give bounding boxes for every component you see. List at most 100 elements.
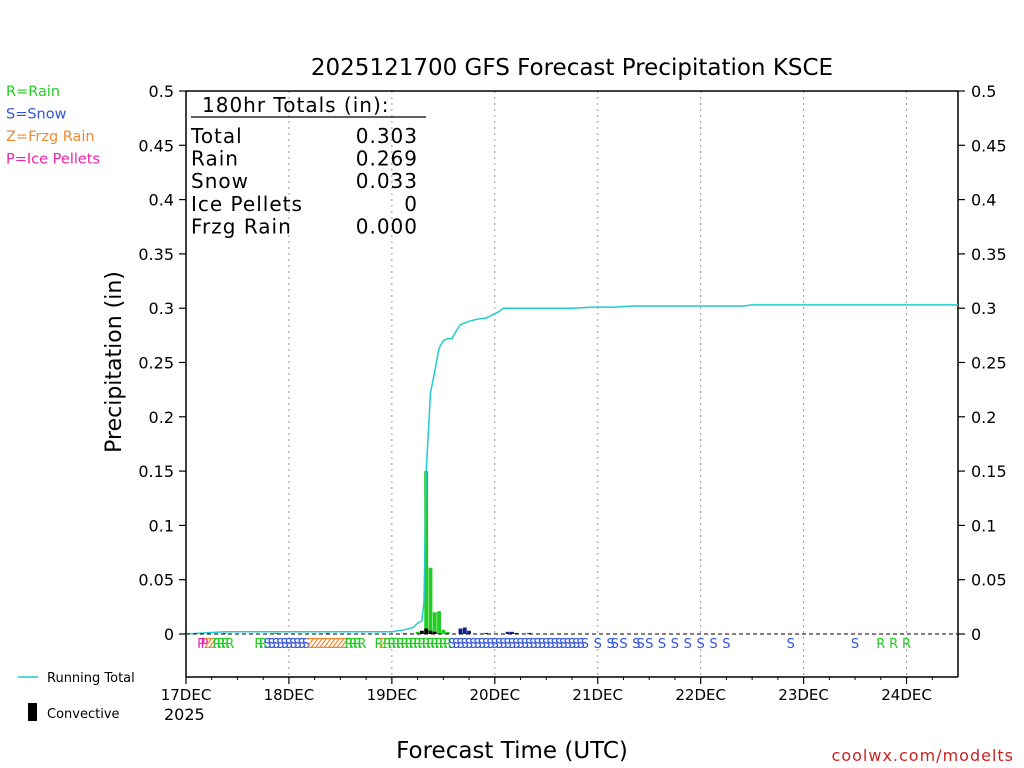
precip-type-code: S (263, 637, 271, 652)
precip-type-code: R (396, 637, 405, 652)
y-tick-label-left: 0.25 (138, 354, 174, 373)
precip-type-code: R (225, 637, 234, 652)
y-axis-left-ticks: 0 0.05 0.1 0.15 0.2 0.25 0.3 0.35 0.4 0.45 0.5 (138, 82, 186, 644)
convective-legend-swatch (28, 703, 37, 721)
precip-type-code: S (293, 637, 301, 652)
precip-type-code: S (684, 637, 692, 652)
y-tick-label-right: 0.25 (971, 354, 1007, 373)
y-tick-label-left: 0.5 (149, 82, 174, 101)
precip-type-code: R (374, 637, 383, 652)
totals-row-value: 0 (404, 192, 418, 216)
precip-type-code: S (559, 637, 567, 652)
convective-bar (428, 630, 433, 634)
precip-type-code: S (499, 637, 507, 652)
y-tick-label-left: 0.4 (149, 191, 174, 210)
x-tick-label: 24DEC (881, 686, 932, 704)
precip-type-code: S (504, 637, 512, 652)
precip-type-code: R (404, 637, 413, 652)
precip-type-code: S (281, 637, 289, 652)
precip-bar (505, 631, 510, 634)
axes (185, 90, 959, 678)
x-axis-ticks: 17DEC 18DEC 19DEC 20DEC 21DEC 22DEC 23DEC 24DEC (161, 677, 933, 704)
y-tick-label-left: 0.1 (149, 516, 174, 535)
convective-legend-label: Convective (47, 707, 120, 722)
precip-bar (274, 632, 278, 634)
precip-type-code: S (456, 637, 464, 652)
precip-type-code: S (709, 637, 717, 652)
grid (288, 91, 908, 677)
precip-type-code: S (636, 637, 644, 652)
precip-type-code: R (357, 637, 366, 652)
precip-bar (428, 567, 433, 634)
precip-type-code: R (344, 637, 353, 652)
precip-type-code: S (632, 637, 640, 652)
y-tick-label-left: 0.2 (149, 408, 174, 427)
precip-type-code: S (268, 637, 276, 652)
precip-bar (527, 632, 532, 634)
y-tick-label-right: 0.2 (971, 408, 996, 427)
precip-type-code: S (658, 637, 666, 652)
precip-type-code: R (254, 637, 263, 652)
precip-type-code: S (619, 637, 627, 652)
y-axis-label: Precipitation (in) (102, 271, 127, 453)
y-tick-label-right: 0.3 (971, 299, 996, 318)
precip-type-code: S (722, 637, 730, 652)
precip-type-code: R (439, 637, 448, 652)
running-total-line (185, 304, 958, 635)
precip-bar (424, 471, 429, 634)
convective-bar (432, 631, 437, 634)
precip-type-code: R (435, 637, 444, 652)
totals-row-value: 0.033 (356, 169, 418, 193)
precip-type-code: R (876, 637, 885, 652)
totals-rows: Total 0.303 Rain 0.269 Snow 0.033 Ice Pellets 0… (190, 124, 418, 238)
precip-type-code: Z (323, 637, 332, 652)
precip-type-code: S (482, 637, 490, 652)
totals-row-value: 0.000 (356, 214, 418, 238)
precip-bar (445, 631, 450, 634)
totals-row-label: Total (190, 124, 243, 148)
precip-type-code: S (461, 637, 469, 652)
precip-type-code: Z (379, 637, 388, 652)
precip-type-code: S (851, 637, 859, 652)
precip-bar (437, 611, 441, 634)
y-axis-right-ticks: 0 0.05 0.1 0.15 0.2 0.25 0.3 0.35 0.4 0.45 0.5 (958, 82, 1007, 644)
y-tick-label-right: 0.5 (971, 82, 996, 101)
y-tick-label-right: 0.35 (971, 245, 1007, 264)
precip-type-code: S (285, 637, 293, 652)
y-tick-label-left: 0 (164, 625, 174, 644)
precip-type-code: S (581, 637, 589, 652)
precip-bar (432, 612, 437, 634)
precip-type-code: Z (336, 637, 345, 652)
precip-type-code: R (443, 637, 452, 652)
precip-bar (458, 628, 463, 634)
precip-type-code: S (521, 637, 529, 652)
x-tick-label: 17DEC (161, 686, 212, 704)
precip-type-code: S (478, 637, 486, 652)
y-tick-label-right: 0.1 (971, 516, 996, 535)
precip-type-code: S (495, 637, 503, 652)
precip-bar (441, 629, 446, 634)
precip-type-code: S (551, 637, 559, 652)
precip-type-code: R (217, 637, 226, 652)
precip-type-code: S (486, 637, 494, 652)
precip-type-code: S (594, 637, 602, 652)
precip-type-code: S (555, 637, 563, 652)
precip-type-code: R (212, 637, 221, 652)
precip-type-code: S (538, 637, 546, 652)
totals-row-label: Rain (191, 147, 239, 171)
totals-row-label: Ice Pellets (191, 192, 303, 216)
y-tick-label-right: 0 (971, 625, 981, 644)
precip-type-code: S (542, 637, 550, 652)
x-tick-label: 23DEC (778, 686, 829, 704)
precip-type-legend-item: P=Ice Pellets (6, 152, 100, 168)
credit-text: coolwx.com/modelts (832, 746, 1014, 765)
x-tick-label: 20DEC (470, 686, 521, 704)
precip-type-legend-item: Z=Frzg Rain (6, 129, 95, 145)
precip-type-code: S (452, 637, 460, 652)
precip-type-code: P (201, 637, 209, 652)
convective-bar (424, 628, 429, 634)
precip-type-code: R (426, 637, 435, 652)
precip-bar (510, 631, 514, 634)
precip-type-code: R (889, 637, 898, 652)
